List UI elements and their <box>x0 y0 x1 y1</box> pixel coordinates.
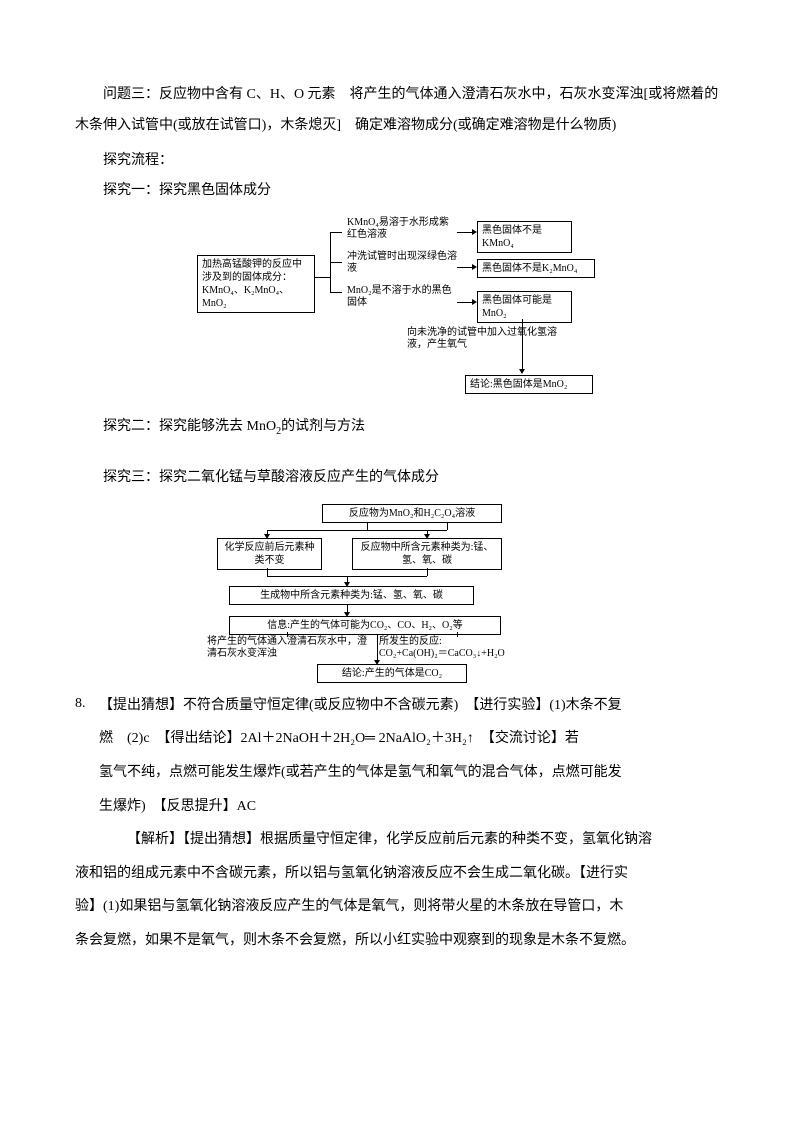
d1-box-3: 黑色固体不是K₂MnO₄ <box>477 259 595 278</box>
d1-box-4: 黑色固体可能是MnO₂ <box>477 291 572 323</box>
d2-box-5: 信息:产生的气体可能为CO₂、CO、H₂、O₂等 <box>229 616 501 635</box>
d2-box-4: 生成物中所含元素种类为:锰、氢、氧、碳 <box>229 586 474 605</box>
q8-analysis-1: 【解析】【提出猜想】根据质量守恒定律，化学反应前后元素的种类不变，氢氧化钠溶 <box>99 823 719 857</box>
q8-analysis-3: 验】(1)如果铝与氢氧化钠溶液反应产生的气体是氧气，则将带火星的木条放在导管口，… <box>75 890 719 924</box>
explore-flow-label: 探究流程： <box>75 146 719 177</box>
q8-analysis-4: 条会复燃，如果不是氧气，则木条不会复燃，所以小红实验中观察到的现象是木条不复燃。 <box>75 924 719 958</box>
q8-line-3: 氢气不纯，点燃可能发生爆炸(或若产生的气体是氢气和氧气的混合气体，点燃可能发 <box>99 756 719 790</box>
diagram-1: 加热高锰酸钾的反应中涉及到的固体成分：KMnO₄、K₂MnO₄、MnO₂ KMn… <box>197 217 597 402</box>
d2-box-2: 化学反应前后元素种类不变 <box>217 538 322 570</box>
d2-text-2: 所发生的反应: CO₂+Ca(OH)₂＝CaCO₃↓+H₂O <box>379 636 569 660</box>
d2-text-1: 将产生的气体通入澄清石灰水中，澄清石灰水变浑浊 <box>207 636 367 660</box>
diagram-1-container: 加热高锰酸钾的反应中涉及到的固体成分：KMnO₄、K₂MnO₄、MnO₂ KMn… <box>75 217 719 402</box>
d1-box-2: 黑色固体不是KMnO₄ <box>477 221 572 253</box>
diagram-2-container: 反应物为MnO₂和H₂C₂O₄溶液 化学反应前后元素种类不变 反应物中所含元素种… <box>75 504 719 679</box>
d2-box-3: 反应物中所含元素种类为:锰、氢、氧、碳 <box>352 538 502 570</box>
d2-box-6: 结论:产生的气体是CO₂ <box>317 664 467 683</box>
d2-box-1: 反应物为MnO₂和H₂C₂O₄溶液 <box>322 504 502 523</box>
explore-3-label: 探究三：探究二氧化锰与草酸溶液反应产生的气体成分 <box>75 463 719 494</box>
paragraph-q3: 问题三：反应物中含有 C、H、O 元素 将产生的气体通入澄清石灰水中，石灰水变浑… <box>75 80 719 142</box>
question-8: 8. 【提出猜想】不符合质量守恒定律(或反应物中不含碳元素) 【进行实验】(1)… <box>75 689 719 857</box>
explore-2-suffix: 的试剂与方法 <box>281 419 365 434</box>
explore-2-label: 探究二：探究能够洗去 MnO2的试剂与方法 <box>75 412 719 443</box>
explore-1-label: 探究一：探究黑色固体成分 <box>75 176 719 207</box>
q8-line-4: 生爆炸) 【反思提升】AC <box>99 790 719 824</box>
q8-line-2: 燃 (2)c 【得出结论】2Al＋2NaOH＋2H₂O═ 2NaAlO₂＋3H₂… <box>99 722 719 756</box>
explore-2-prefix: 探究二：探究能够洗去 MnO <box>103 419 276 434</box>
q8-number: 8. <box>75 689 99 857</box>
d1-box-5: 结论:黑色固体是MnO₂ <box>465 375 593 394</box>
q8-line-1: 【提出猜想】不符合质量守恒定律(或反应物中不含碳元素) 【进行实验】(1)木条不… <box>99 689 719 723</box>
q8-body: 【提出猜想】不符合质量守恒定律(或反应物中不含碳元素) 【进行实验】(1)木条不… <box>99 689 719 857</box>
d1-box-source: 加热高锰酸钾的反应中涉及到的固体成分：KMnO₄、K₂MnO₄、MnO₂ <box>197 255 315 313</box>
d1-text-3: MnO₂是不溶于水的黑色固体 <box>347 285 457 309</box>
d1-text-4: 向未洗净的试管中加入过氧化氢溶液，产生氧气 <box>407 327 567 351</box>
d1-text-2: 冲洗试管时出现深绿色溶液 <box>347 251 457 275</box>
q8-analysis-2: 液和铝的组成元素中不含碳元素，所以铝与氢氧化钠溶液反应不会生成二氧化碳。【进行实 <box>75 857 719 891</box>
diagram-2: 反应物为MnO₂和H₂C₂O₄溶液 化学反应前后元素种类不变 反应物中所含元素种… <box>207 504 587 679</box>
d1-text-1: KMnO₄易溶于水形成紫红色溶液 <box>347 217 457 241</box>
